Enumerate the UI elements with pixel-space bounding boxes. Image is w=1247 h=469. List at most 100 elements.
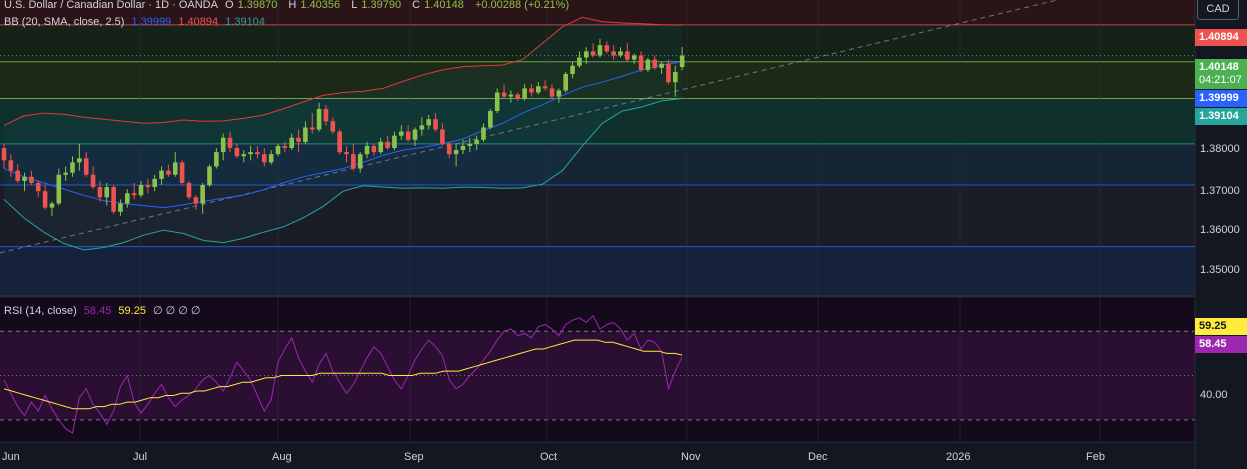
price-zone-1 (0, 24, 1195, 62)
last-price-label: 1.40148 04:21:07 (1195, 59, 1247, 89)
price-tick-1: 1.38000 (1200, 143, 1240, 155)
candle-body-71 (488, 111, 493, 128)
candle-body-20 (138, 185, 144, 196)
bb-basis-line (3, 61, 683, 209)
candle-body-57 (392, 135, 397, 148)
x-tick-dec: Dec (808, 451, 828, 463)
candle-body-18 (125, 193, 130, 204)
x-tick-2026: 2026 (946, 451, 971, 463)
bb-basis-value: 1.39999 (131, 16, 172, 28)
price-zone-6 (0, 246, 1195, 296)
bar-countdown: 04:21:07 (1199, 74, 1242, 86)
candle-body-93 (638, 55, 644, 70)
candle-body-87 (597, 45, 603, 56)
candle-body-63 (433, 119, 438, 130)
candle-body-3 (22, 176, 27, 181)
candle-body-35 (241, 154, 247, 157)
candle-body-37 (255, 152, 260, 155)
grid-lines (0, 0, 1101, 442)
candle-body-58 (399, 131, 404, 136)
candle-body-62 (426, 119, 431, 126)
candle-body-50 (344, 152, 349, 155)
bb-basis-price-label: 1.39999 (1195, 90, 1247, 107)
rsi-extra-values: ∅ ∅ ∅ ∅ (153, 305, 201, 317)
open-value: O 1.39870 (225, 0, 278, 11)
candle-body-31 (214, 152, 219, 167)
candle-body-72 (494, 92, 500, 111)
candle-body-86 (590, 51, 596, 56)
candle-body-81 (556, 90, 562, 97)
last-price-value: 1.40148 (1199, 61, 1239, 73)
high-value: H 1.40356 (288, 0, 341, 11)
rsi-legend[interactable]: RSI (14, close) 58.45 59.25 ∅ ∅ ∅ ∅ (4, 304, 205, 317)
candle-body-89 (611, 51, 616, 56)
candle-body-23 (159, 170, 164, 179)
candle-body-48 (330, 121, 336, 132)
candle-body-84 (577, 57, 582, 66)
candle-body-32 (220, 137, 226, 153)
candles (1, 39, 685, 216)
candle-body-59 (405, 131, 411, 140)
x-tick-feb: Feb (1086, 451, 1105, 463)
price-tick-3: 1.36000 (1200, 224, 1240, 236)
candle-body-88 (604, 45, 610, 52)
candle-body-9 (63, 172, 68, 175)
rsi-price-label: 58.45 (1195, 336, 1247, 353)
candle-body-41 (282, 145, 288, 148)
x-tick-sep: Sep (404, 451, 424, 463)
candle-body-27 (186, 182, 192, 198)
candle-body-42 (289, 137, 294, 148)
candle-body-91 (625, 51, 630, 60)
rsi-label: RSI (14, close) (4, 305, 77, 317)
candle-body-26 (179, 162, 185, 183)
candle-body-85 (583, 51, 589, 58)
candle-body-90 (618, 51, 623, 56)
bb-legend[interactable]: BB (20, SMA, close, 2.5) 1.39999 1.40894… (4, 16, 269, 28)
rsi-lines (3, 314, 683, 434)
candle-body-17 (118, 203, 123, 212)
price-tick-4: 1.35000 (1200, 264, 1240, 276)
candle-body-54 (371, 145, 377, 153)
bollinger-bands (3, 16, 683, 251)
candle-body-13 (90, 174, 96, 188)
candle-body-94 (645, 59, 651, 70)
candle-body-39 (268, 154, 274, 163)
bb-label: BB (20, SMA, close, 2.5) (4, 16, 125, 28)
candle-body-21 (145, 185, 151, 188)
rsi-value: 58.45 (83, 305, 112, 317)
candle-body-1 (8, 160, 14, 171)
x-tick-aug: Aug (272, 451, 292, 463)
bb-upper-line (3, 16, 683, 126)
price-zone-5 (0, 185, 1195, 247)
candle-body-15 (104, 187, 110, 198)
candle-body-40 (275, 145, 281, 155)
price-zone-4 (0, 143, 1195, 185)
change-value: +0.00288 (+0.21%) (474, 0, 570, 11)
rsi-band (0, 331, 1195, 420)
rsi-line (3, 314, 683, 434)
candle-body-7 (49, 203, 55, 208)
bb-fill (4, 17, 683, 250)
candle-body-82 (563, 74, 568, 91)
candle-body-22 (152, 178, 157, 188)
candle-body-65 (446, 143, 452, 155)
candle-body-4 (29, 176, 34, 183)
candle-body-24 (166, 170, 171, 175)
candle-body-43 (296, 137, 301, 142)
candle-body-14 (97, 187, 103, 198)
candle-body-16 (111, 187, 116, 212)
currency-button[interactable]: CAD (1197, 0, 1239, 20)
candle-body-60 (412, 129, 418, 140)
bb-upper-price-label: 1.40894 (1195, 29, 1247, 46)
candle-body-47 (323, 108, 329, 122)
price-tick-2: 1.37000 (1200, 185, 1240, 197)
candle-body-56 (385, 141, 390, 148)
candle-body-83 (570, 65, 575, 74)
candle-body-36 (248, 152, 253, 155)
candle-body-92 (631, 55, 637, 60)
candle-body-74 (508, 94, 514, 97)
symbol-title[interactable]: U.S. Dollar / Canadian Dollar · 1D · OAN… (4, 0, 218, 11)
candle-body-98 (673, 71, 678, 83)
candle-body-69 (474, 139, 479, 144)
